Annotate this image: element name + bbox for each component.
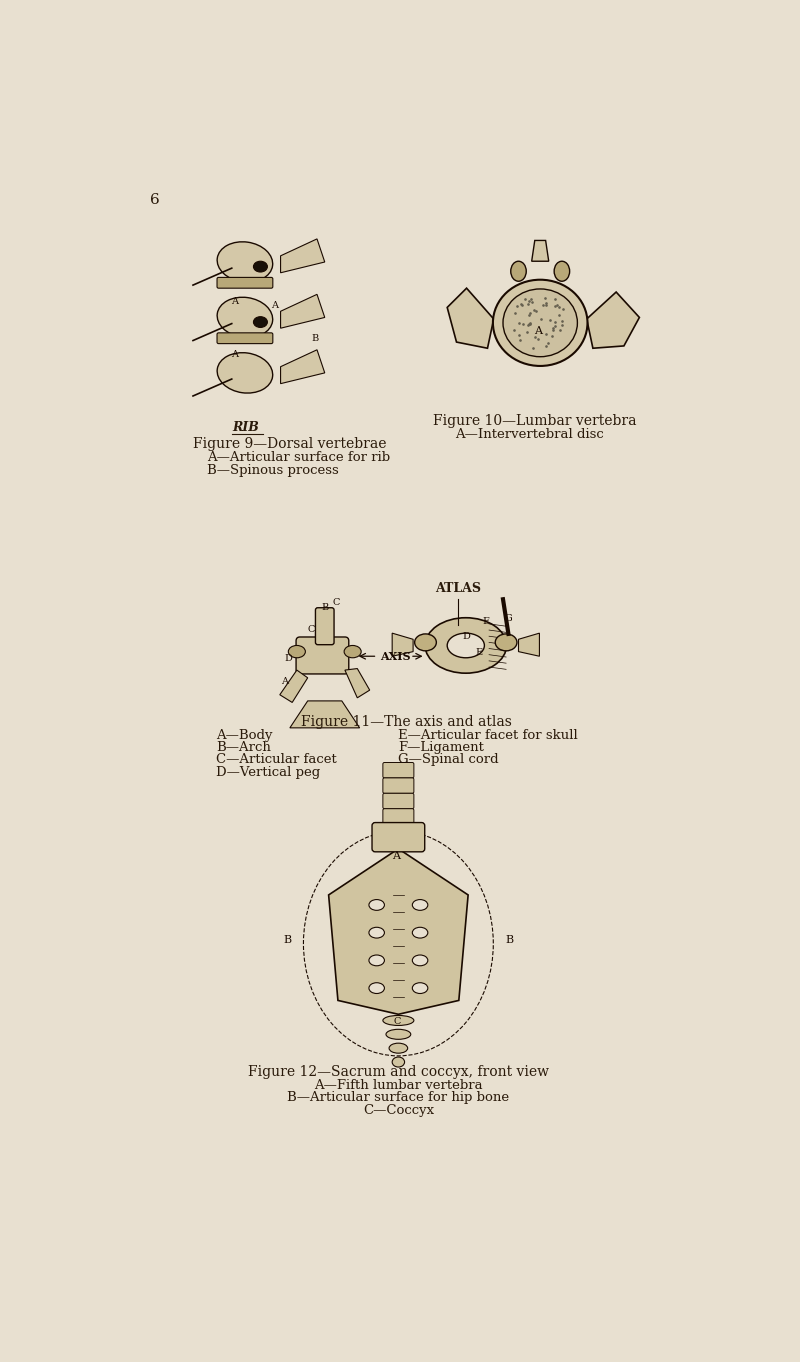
Polygon shape (518, 633, 539, 656)
Text: B: B (311, 334, 319, 342)
Ellipse shape (412, 928, 428, 938)
Text: Figure 9—Dorsal vertebrae: Figure 9—Dorsal vertebrae (193, 437, 386, 451)
Ellipse shape (447, 633, 485, 658)
Ellipse shape (254, 262, 267, 272)
Text: B: B (506, 936, 514, 945)
Text: A: A (231, 297, 238, 305)
Text: G: G (505, 614, 512, 622)
Text: ATLAS: ATLAS (435, 582, 481, 595)
Ellipse shape (369, 928, 385, 938)
Polygon shape (290, 701, 360, 727)
Text: C—Articular facet: C—Articular facet (216, 753, 337, 767)
Ellipse shape (288, 646, 306, 658)
Text: 6: 6 (150, 192, 160, 207)
Polygon shape (281, 294, 325, 328)
Ellipse shape (425, 618, 506, 673)
Text: A—Fifth lumbar vertebra: A—Fifth lumbar vertebra (314, 1079, 482, 1092)
FancyBboxPatch shape (372, 823, 425, 851)
FancyBboxPatch shape (383, 793, 414, 809)
Text: B—Spinous process: B—Spinous process (207, 463, 338, 477)
Text: A: A (392, 851, 400, 861)
Text: C: C (333, 598, 340, 606)
FancyBboxPatch shape (217, 278, 273, 289)
Polygon shape (392, 633, 413, 656)
Text: D—Vertical peg: D—Vertical peg (216, 765, 321, 779)
Text: B—Arch: B—Arch (216, 741, 271, 755)
Ellipse shape (217, 353, 273, 394)
Text: Figure 11—The axis and atlas: Figure 11—The axis and atlas (301, 715, 511, 729)
Text: E: E (483, 617, 490, 627)
Text: A: A (271, 301, 278, 311)
FancyBboxPatch shape (383, 763, 414, 778)
Ellipse shape (392, 1057, 405, 1066)
FancyBboxPatch shape (315, 607, 334, 644)
Text: D: D (462, 632, 470, 642)
Ellipse shape (414, 633, 436, 651)
Polygon shape (586, 291, 639, 349)
Ellipse shape (254, 317, 267, 327)
Text: G—Spinal cord: G—Spinal cord (398, 753, 499, 767)
FancyBboxPatch shape (383, 809, 414, 824)
FancyBboxPatch shape (217, 332, 273, 343)
Text: AXIS: AXIS (381, 651, 411, 662)
Text: Figure 10—Lumbar vertebra: Figure 10—Lumbar vertebra (434, 414, 637, 428)
FancyBboxPatch shape (296, 637, 349, 674)
Polygon shape (345, 669, 370, 697)
Ellipse shape (369, 983, 385, 993)
Ellipse shape (383, 1016, 414, 1026)
Text: E—Articular facet for skull: E—Articular facet for skull (398, 729, 578, 742)
Text: A—Body: A—Body (216, 729, 273, 742)
Ellipse shape (554, 262, 570, 281)
Polygon shape (281, 238, 325, 272)
Text: RIB: RIB (232, 421, 259, 434)
Polygon shape (329, 849, 468, 1015)
Ellipse shape (369, 899, 385, 910)
Polygon shape (532, 241, 549, 262)
Ellipse shape (217, 297, 273, 338)
Ellipse shape (503, 289, 578, 357)
Text: A: A (282, 677, 288, 686)
Ellipse shape (495, 633, 517, 651)
Text: D: D (285, 654, 292, 663)
Text: B: B (322, 603, 329, 612)
Polygon shape (447, 289, 494, 349)
Text: C: C (394, 1016, 401, 1026)
Ellipse shape (510, 262, 526, 281)
Ellipse shape (412, 899, 428, 910)
Ellipse shape (344, 646, 361, 658)
Ellipse shape (369, 955, 385, 966)
Ellipse shape (217, 242, 273, 282)
Text: Figure 12—Sacrum and coccyx, front view: Figure 12—Sacrum and coccyx, front view (248, 1065, 549, 1079)
Ellipse shape (412, 955, 428, 966)
Text: E: E (475, 648, 482, 656)
Ellipse shape (493, 279, 587, 366)
FancyBboxPatch shape (383, 778, 414, 793)
Text: C—Coccyx: C—Coccyx (363, 1103, 434, 1117)
Text: F—Ligament: F—Ligament (398, 741, 484, 755)
Ellipse shape (389, 1043, 408, 1053)
Text: A—Articular surface for rib: A—Articular surface for rib (207, 451, 390, 464)
Polygon shape (281, 350, 325, 384)
Text: A: A (231, 350, 238, 360)
Text: A: A (534, 327, 542, 336)
Text: B—Articular surface for hip bone: B—Articular surface for hip bone (287, 1091, 510, 1105)
Ellipse shape (386, 1030, 410, 1039)
Text: A—Intervertebral disc: A—Intervertebral disc (455, 428, 604, 441)
Ellipse shape (412, 983, 428, 993)
Text: B: B (284, 936, 292, 945)
Polygon shape (280, 670, 308, 703)
Text: C: C (308, 625, 315, 633)
